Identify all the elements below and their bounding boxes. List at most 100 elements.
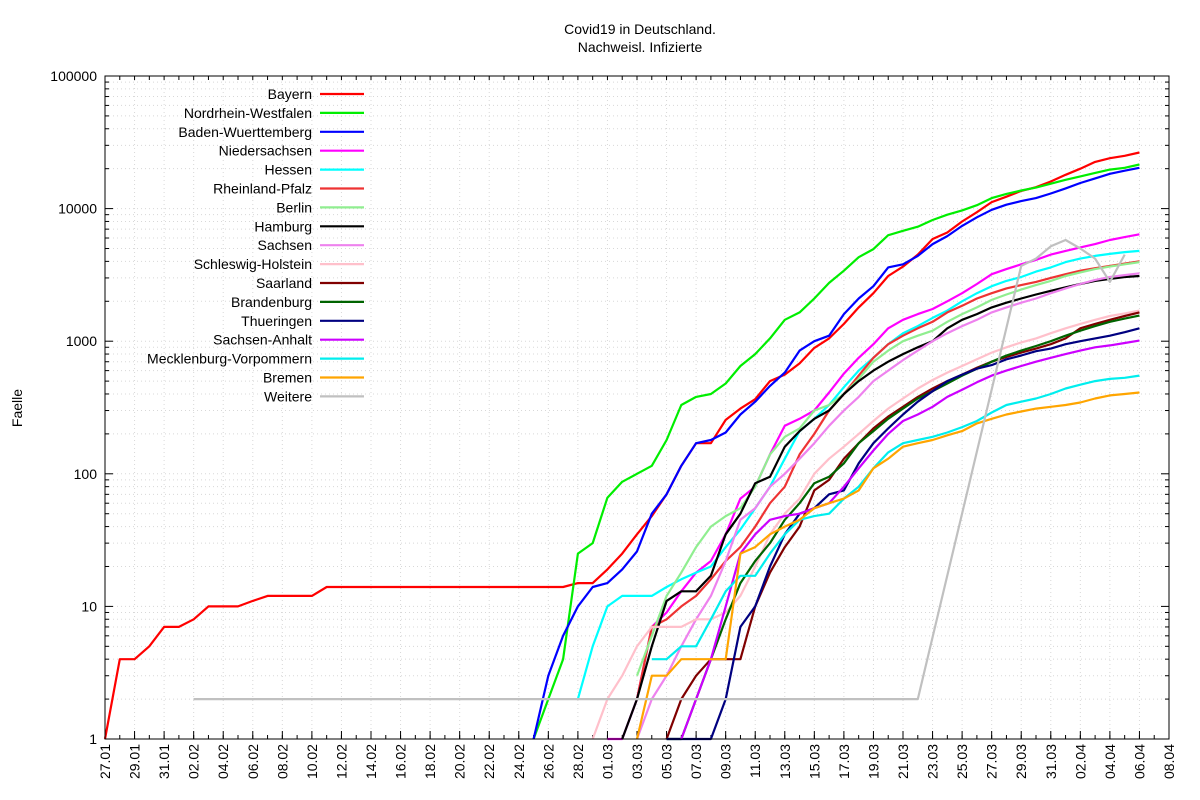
y-tick-label: 100 <box>74 466 98 482</box>
legend-label: Mecklenburg-Vorpommern <box>147 351 312 367</box>
legend-item: Mecklenburg-Vorpommern <box>147 351 364 367</box>
series-line-schleswig-holstein <box>591 309 1140 740</box>
x-tick-label: 31.01 <box>156 744 172 779</box>
x-tick-label: 28.02 <box>570 744 586 779</box>
x-tick-label: 24.02 <box>511 744 527 779</box>
x-tick-label: 08.04 <box>1161 744 1177 779</box>
x-tick-label: 09.03 <box>718 744 734 779</box>
x-tick-label: 23.03 <box>925 744 941 779</box>
x-tick-label: 04.02 <box>215 744 231 779</box>
legend-item: Saarland <box>256 275 364 291</box>
x-tick-label: 25.03 <box>954 744 970 779</box>
series-line-hessen <box>576 249 1140 700</box>
y-axis-label: Faelle <box>9 389 25 427</box>
x-tick-label: 26.02 <box>540 744 556 779</box>
series-line-bremen <box>635 391 1140 740</box>
y-tick-label: 10000 <box>58 201 97 217</box>
legend-item: Hamburg <box>254 218 364 234</box>
x-tick-label: 01.03 <box>599 744 615 779</box>
legend-item: Nordrhein-Westfalen <box>184 105 364 121</box>
x-tick-label: 31.03 <box>1043 744 1059 779</box>
y-tick-label: 1 <box>89 731 97 747</box>
series-line-mecklenburg-vorpommern <box>651 374 1140 661</box>
legend-label: Bremen <box>263 370 312 386</box>
series-line-berlin <box>635 261 1140 677</box>
x-tick-label: 11.03 <box>747 744 763 778</box>
x-tick-label: 02.02 <box>186 744 202 779</box>
legend-label: Sachsen-Anhalt <box>213 332 312 348</box>
y-tick-label: 10 <box>81 598 97 614</box>
series-line-weitere <box>193 238 1126 701</box>
legend-label: Bayern <box>268 86 312 102</box>
series-line-sachsen <box>635 272 1140 740</box>
legend-label: Saarland <box>256 275 312 291</box>
x-tick-label: 14.02 <box>363 744 379 779</box>
legend-item: Sachsen-Anhalt <box>213 332 364 348</box>
x-ticks: 27.01 29.01 31.01 02.02 04.02 06.02 08.02 10.02… <box>97 76 1177 779</box>
x-tick-label: 10.02 <box>304 744 320 779</box>
x-tick-label: 06.04 <box>1131 744 1147 779</box>
legend-item: Schleswig-Holstein <box>194 256 364 272</box>
legend-label: Berlin <box>276 199 312 215</box>
legend-label: Sachsen <box>258 237 312 253</box>
legend-label: Nordrhein-Westfalen <box>184 105 312 121</box>
grid <box>104 76 1170 739</box>
legend-item: Brandenburg <box>231 294 364 310</box>
legend-item: Baden-Wuerttemberg <box>178 124 364 140</box>
legend-item: Bremen <box>263 370 364 386</box>
x-tick-label: 08.02 <box>274 744 290 779</box>
legend-label: Brandenburg <box>231 294 312 310</box>
x-tick-label: 27.03 <box>984 744 1000 779</box>
x-tick-label: 12.02 <box>333 744 349 779</box>
legend-label: Thueringen <box>241 313 312 329</box>
legend-label: Rheinland-Pfalz <box>213 181 312 197</box>
x-tick-label: 07.03 <box>688 744 704 779</box>
x-tick-label: 04.04 <box>1102 744 1118 779</box>
legend-item: Rheinland-Pfalz <box>213 181 364 197</box>
x-tick-label: 21.03 <box>895 744 911 779</box>
legend-label: Baden-Wuerttemberg <box>178 124 312 140</box>
legend-item: Hessen <box>265 162 364 178</box>
legend-label: Hamburg <box>254 218 312 234</box>
x-tick-label: 06.02 <box>245 744 261 779</box>
series-lines <box>103 151 1140 741</box>
x-tick-label: 16.02 <box>393 744 409 779</box>
legend-item: Thueringen <box>241 313 364 329</box>
series-line-rheinland-pfalz <box>635 260 1140 700</box>
chart-title: Covid19 in Deutschland. <box>564 21 716 37</box>
y-tick-label: 100000 <box>50 68 97 84</box>
x-tick-label: 18.02 <box>422 744 438 779</box>
legend-label: Hessen <box>265 162 312 178</box>
series-line-bayern <box>103 151 1140 740</box>
legend-label: Weitere <box>264 388 312 404</box>
series-line-sachsen-anhalt <box>680 339 1140 740</box>
y-tick-label: 1000 <box>66 333 97 349</box>
series-line-nordrhein-westfalen <box>532 163 1140 740</box>
plot-frame <box>104 75 1170 740</box>
x-tick-label: 22.02 <box>481 744 497 779</box>
x-tick-label: 15.03 <box>806 744 822 779</box>
legend-label: Schleswig-Holstein <box>194 256 312 272</box>
chart-subtitle: Nachweisl. Infizierte <box>578 39 703 55</box>
series-line-baden-wuerttemberg <box>532 166 1140 740</box>
x-tick-label: 20.02 <box>452 744 468 779</box>
legend-item: Sachsen <box>258 237 364 253</box>
legend-item: Niedersachsen <box>219 143 364 159</box>
y-ticks: 1 10 100 1000 10000 100000 <box>50 68 1169 747</box>
x-tick-label: 29.03 <box>1013 744 1029 779</box>
x-tick-label: 17.03 <box>836 744 852 779</box>
x-tick-label: 19.03 <box>865 744 881 779</box>
legend-item: Bayern <box>268 86 364 102</box>
x-tick-label: 27.01 <box>97 744 113 779</box>
legend: Bayern Nordrhein-Westfalen Baden-Wuerttemb… <box>147 86 364 404</box>
series-line-hamburg <box>621 274 1140 740</box>
legend-item: Berlin <box>276 199 364 215</box>
x-tick-label: 03.03 <box>629 744 645 779</box>
series-line-saarland <box>665 311 1140 740</box>
x-tick-label: 13.03 <box>777 744 793 779</box>
series-line-thueringen <box>666 327 1140 741</box>
x-tick-label: 02.04 <box>1072 744 1088 779</box>
legend-item: Weitere <box>264 388 364 404</box>
